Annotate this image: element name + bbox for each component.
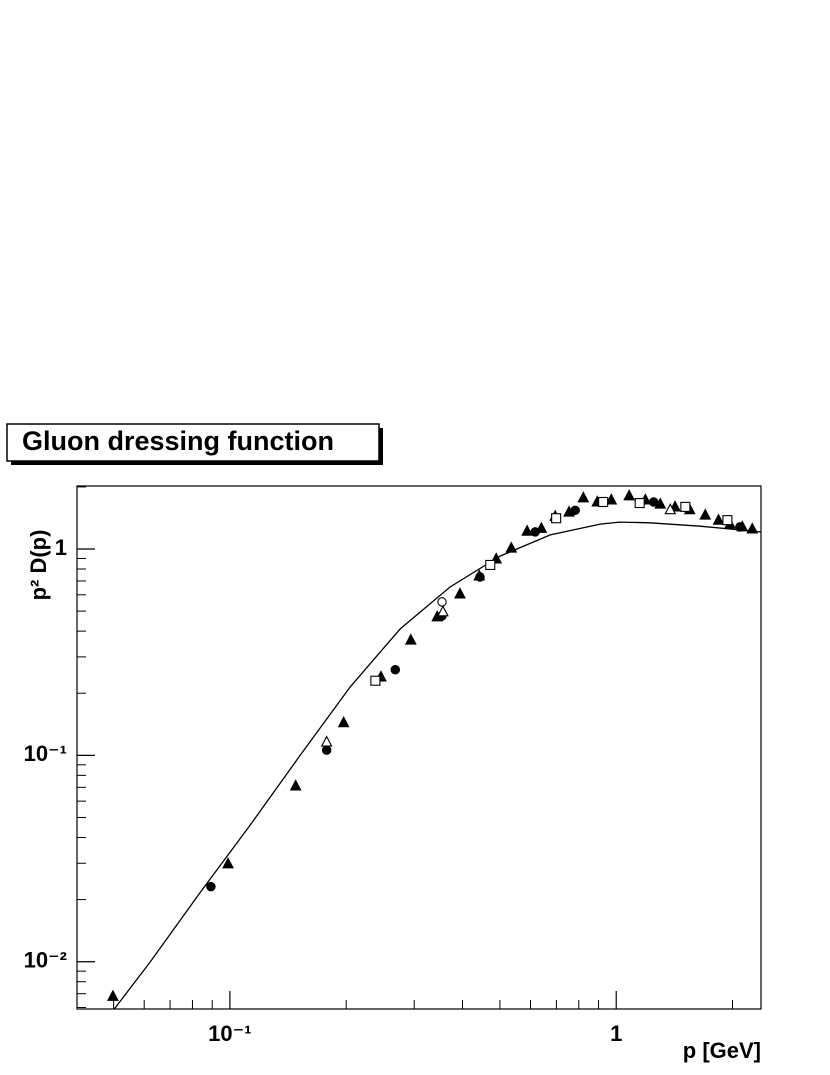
data-point bbox=[485, 559, 496, 571]
data-point bbox=[680, 501, 691, 512]
data-point bbox=[551, 513, 562, 524]
data-point bbox=[437, 597, 447, 607]
data-point bbox=[404, 633, 417, 645]
data-point bbox=[746, 522, 759, 534]
data-point bbox=[206, 881, 216, 892]
data-point bbox=[735, 522, 745, 532]
data-point bbox=[648, 497, 659, 507]
data-point bbox=[107, 989, 119, 1001]
y-tick-label: 10⁻¹ bbox=[24, 741, 67, 766]
data-point bbox=[605, 493, 618, 505]
data-point bbox=[289, 779, 302, 791]
data-point bbox=[320, 735, 333, 747]
data-point bbox=[623, 489, 636, 501]
x-axis-label: p [GeV] bbox=[683, 1038, 761, 1063]
x-tick-label: 1 bbox=[610, 1021, 622, 1046]
title-box bbox=[6, 423, 380, 462]
data-point bbox=[699, 508, 712, 520]
data-point bbox=[321, 745, 332, 755]
chart-title: Gluon dressing function bbox=[22, 426, 334, 456]
plot-frame bbox=[76, 485, 762, 1010]
data-point bbox=[530, 527, 540, 537]
data-point bbox=[337, 716, 350, 728]
data-point bbox=[475, 572, 485, 582]
data-point bbox=[454, 587, 466, 599]
y-axis-label: p² D(p) bbox=[26, 530, 51, 601]
data-point bbox=[521, 524, 534, 536]
data-point bbox=[634, 498, 645, 509]
fit-curve bbox=[113, 521, 762, 1010]
y-tick-label: 1 bbox=[55, 535, 67, 560]
data-point bbox=[505, 541, 518, 553]
data-point bbox=[664, 503, 677, 515]
data-point bbox=[370, 675, 381, 686]
data-point bbox=[390, 664, 401, 675]
x-tick-label: 10⁻¹ bbox=[208, 1021, 251, 1046]
data-point bbox=[722, 515, 733, 526]
data-point bbox=[712, 513, 725, 525]
y-tick-label: 10⁻² bbox=[24, 948, 67, 973]
data-point bbox=[598, 496, 609, 508]
data-point bbox=[437, 605, 449, 617]
data-point bbox=[222, 857, 234, 869]
data-point bbox=[570, 505, 580, 516]
data-point bbox=[577, 491, 590, 503]
